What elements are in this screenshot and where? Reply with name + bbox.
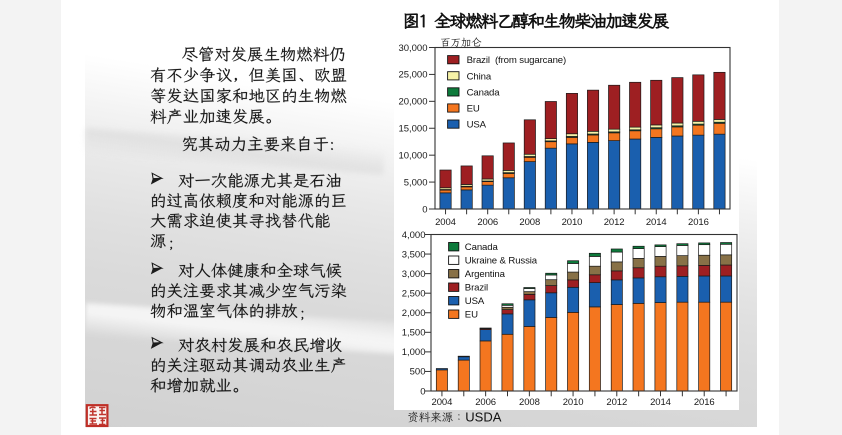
svg-text:2,500: 2,500 (402, 288, 426, 299)
svg-text:30,000: 30,000 (398, 43, 427, 54)
svg-text:2006: 2006 (477, 217, 498, 228)
svg-text:3,500: 3,500 (402, 249, 426, 260)
svg-text:Brazil (from sugarcane): Brazil (from sugarcane) (467, 55, 566, 66)
svg-text:EU: EU (465, 310, 478, 321)
svg-text:Brazil: Brazil (465, 283, 488, 294)
svg-text:China: China (467, 71, 492, 82)
svg-text:2016: 2016 (694, 397, 715, 408)
svg-text:5,000: 5,000 (404, 177, 428, 188)
svg-text:USA: USA (465, 296, 485, 307)
svg-text:2012: 2012 (604, 217, 625, 228)
svg-text:1,500: 1,500 (402, 328, 426, 339)
svg-text:2014: 2014 (646, 217, 667, 228)
svg-text:Canada: Canada (467, 87, 501, 98)
svg-text:4,000: 4,000 (402, 230, 426, 241)
svg-text:2012: 2012 (606, 397, 627, 408)
svg-text:Argentina: Argentina (465, 269, 506, 280)
svg-text:2008: 2008 (519, 217, 540, 228)
svg-text:2,000: 2,000 (402, 308, 426, 319)
svg-text:0: 0 (422, 204, 427, 215)
svg-text:500: 500 (410, 367, 426, 378)
svg-text:USA: USA (467, 120, 487, 131)
svg-text:2014: 2014 (650, 397, 671, 408)
svg-text:3,000: 3,000 (402, 269, 426, 280)
svg-text:2004: 2004 (432, 397, 453, 408)
svg-text:2010: 2010 (563, 397, 584, 408)
svg-text:2008: 2008 (519, 397, 540, 408)
svg-text:2006: 2006 (475, 397, 496, 408)
svg-text:Canada: Canada (465, 242, 499, 253)
svg-text:2016: 2016 (688, 217, 709, 228)
svg-text:1,000: 1,000 (402, 347, 426, 358)
svg-text:EU: EU (467, 104, 480, 115)
svg-text:10,000: 10,000 (398, 150, 427, 161)
svg-text:2004: 2004 (435, 217, 456, 228)
svg-text:20,000: 20,000 (398, 97, 427, 108)
svg-text:2010: 2010 (562, 217, 583, 228)
svg-text:USDA: USDA (465, 410, 501, 425)
svg-text:15,000: 15,000 (398, 124, 427, 135)
svg-text:Ukraine & Russia: Ukraine & Russia (465, 256, 538, 267)
svg-text:0: 0 (420, 386, 425, 397)
svg-text:25,000: 25,000 (398, 70, 427, 81)
